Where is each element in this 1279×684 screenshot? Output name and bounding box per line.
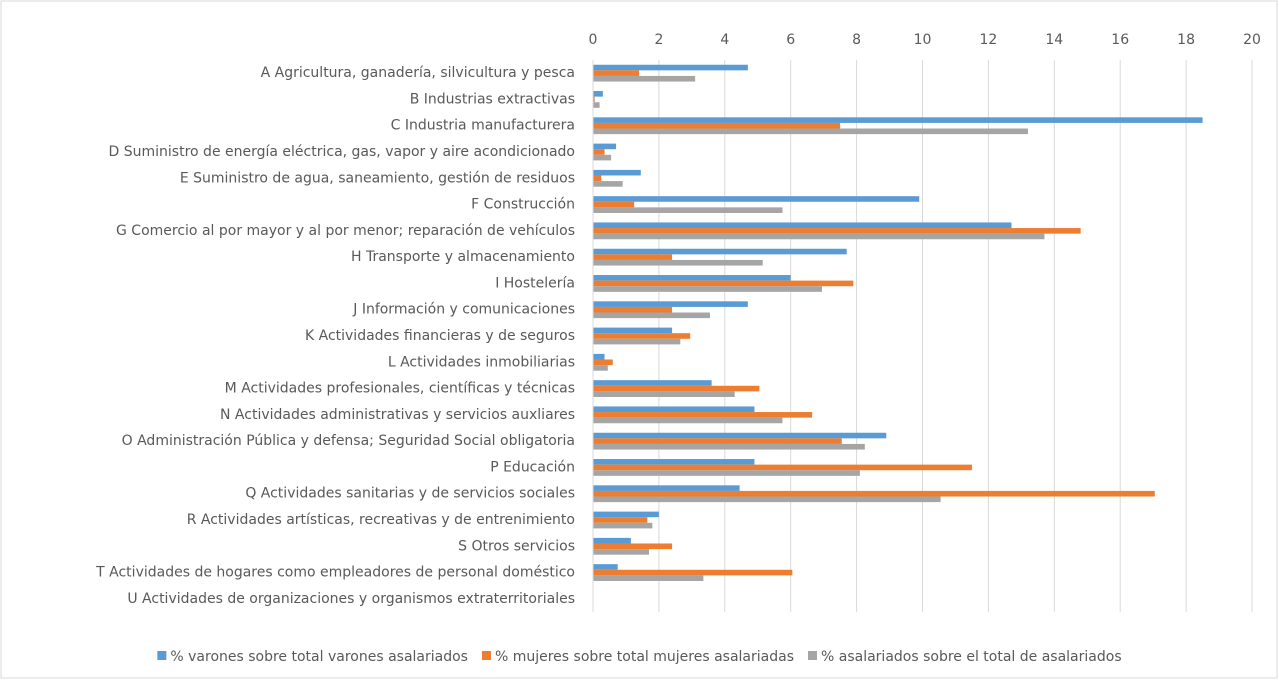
y-tick-label: K Actividades financieras y de seguros: [305, 328, 575, 344]
bar: [593, 438, 842, 444]
bar: [593, 412, 813, 418]
bar: [593, 464, 972, 471]
legend-swatch: [157, 651, 167, 660]
bar: [593, 459, 755, 465]
y-tick-label: G Comercio al por mayor y al por menor; …: [116, 223, 575, 239]
bar: [593, 96, 595, 103]
y-tick-label: U Actividades de organizaciones y organi…: [127, 591, 575, 607]
y-tick-label: I Hostelería: [495, 275, 575, 291]
bar: [593, 575, 704, 581]
bar: [593, 280, 854, 287]
bar: [593, 275, 791, 281]
bar: [593, 102, 600, 108]
bar: [593, 406, 755, 413]
x-tick-label: 12: [979, 32, 997, 48]
bar: [593, 385, 760, 392]
x-tick-label: 20: [1243, 32, 1261, 48]
y-tick-label: J Información y comunicaciones: [352, 302, 575, 318]
y-tick-label: R Actividades artísticas, recreativas y …: [187, 512, 575, 528]
bar: [593, 496, 941, 503]
bar: [593, 201, 635, 208]
bar: [593, 338, 681, 345]
y-tick-label: N Actividades administrativas y servicio…: [220, 407, 575, 423]
bar: [593, 564, 618, 570]
bar: [593, 154, 612, 161]
y-tick-label: P Educación: [490, 459, 575, 475]
y-tick-label: S Otros servicios: [458, 538, 575, 554]
bar: [593, 333, 691, 339]
legend-swatch: [808, 651, 817, 660]
bar: [593, 70, 640, 76]
y-tick-label: D Suministro de energía eléctrica, gas, …: [109, 144, 575, 160]
bar: [593, 301, 748, 307]
bar: [593, 228, 1081, 234]
bar: [593, 91, 603, 97]
bar: [593, 248, 847, 255]
bar: [593, 353, 605, 360]
bar: [593, 143, 617, 150]
bar: [593, 254, 673, 260]
y-tick-label: H Transporte y almacenamiento: [351, 249, 575, 265]
bar: [593, 75, 696, 82]
x-tick-label: 16: [1111, 32, 1129, 48]
bar: [593, 522, 653, 529]
y-tick-label: L Actividades inmobiliarias: [388, 354, 575, 370]
x-tick-label: 4: [720, 32, 729, 48]
bar: [593, 543, 673, 550]
bar: [593, 169, 641, 176]
legend-swatch: [481, 651, 491, 660]
legend-label: % varones sobre total varones asalariado…: [170, 649, 468, 665]
bar: [593, 432, 887, 439]
bar: [593, 117, 1203, 123]
bar: [593, 490, 1155, 497]
x-tick-label: 18: [1177, 32, 1195, 48]
bar: [593, 391, 735, 397]
bar: [593, 485, 740, 491]
bar: [593, 306, 673, 313]
x-tick-label: 0: [589, 32, 598, 48]
bar: [593, 443, 865, 450]
x-tick-label: 2: [654, 32, 663, 48]
bar: [593, 470, 860, 476]
bar: [593, 417, 783, 424]
bar: [593, 149, 605, 155]
bar: [593, 517, 648, 523]
bar: [593, 365, 608, 371]
y-tick-label: A Agricultura, ganadería, silvicultura y…: [261, 65, 575, 81]
y-tick-label: T Actividades de hogares como empleadore…: [95, 565, 575, 581]
y-tick-label: B Industrias extractivas: [410, 91, 575, 107]
y-tick-label: O Administración Pública y defensa; Segu…: [122, 433, 575, 449]
bar: [593, 207, 783, 213]
x-tick-label: 14: [1045, 32, 1063, 48]
bar: [593, 359, 613, 366]
bar: [593, 549, 650, 555]
bar: [593, 259, 763, 266]
y-tick-label: Q Actividades sanitarias y de servicios …: [245, 486, 575, 502]
bar: [593, 312, 710, 319]
bar: [593, 196, 920, 202]
bar: [593, 64, 748, 71]
bar: [593, 327, 673, 334]
x-tick-label: 6: [786, 32, 795, 48]
legend-label: % mujeres sobre total mujeres asalariada…: [495, 649, 794, 665]
bar: [593, 569, 793, 576]
bar: [593, 222, 1012, 229]
bar: [593, 122, 841, 129]
y-tick-label: M Actividades profesionales, científicas…: [225, 381, 575, 397]
legend-label: % asalariados sobre el total de asalaria…: [821, 649, 1122, 665]
bar: [593, 128, 1028, 135]
bar: [593, 286, 823, 292]
bar: [593, 537, 631, 544]
y-tick-label: F Construcción: [471, 197, 575, 213]
bar: [593, 175, 602, 182]
bar: [593, 181, 623, 187]
x-tick-label: 8: [852, 32, 861, 48]
y-tick-label: C Industria manufacturera: [391, 118, 575, 134]
y-tick-label: E Suministro de agua, saneamiento, gesti…: [180, 170, 575, 186]
x-tick-label: 10: [914, 32, 932, 48]
bar: [593, 380, 712, 386]
bar: [593, 511, 659, 518]
bar: [593, 233, 1045, 240]
